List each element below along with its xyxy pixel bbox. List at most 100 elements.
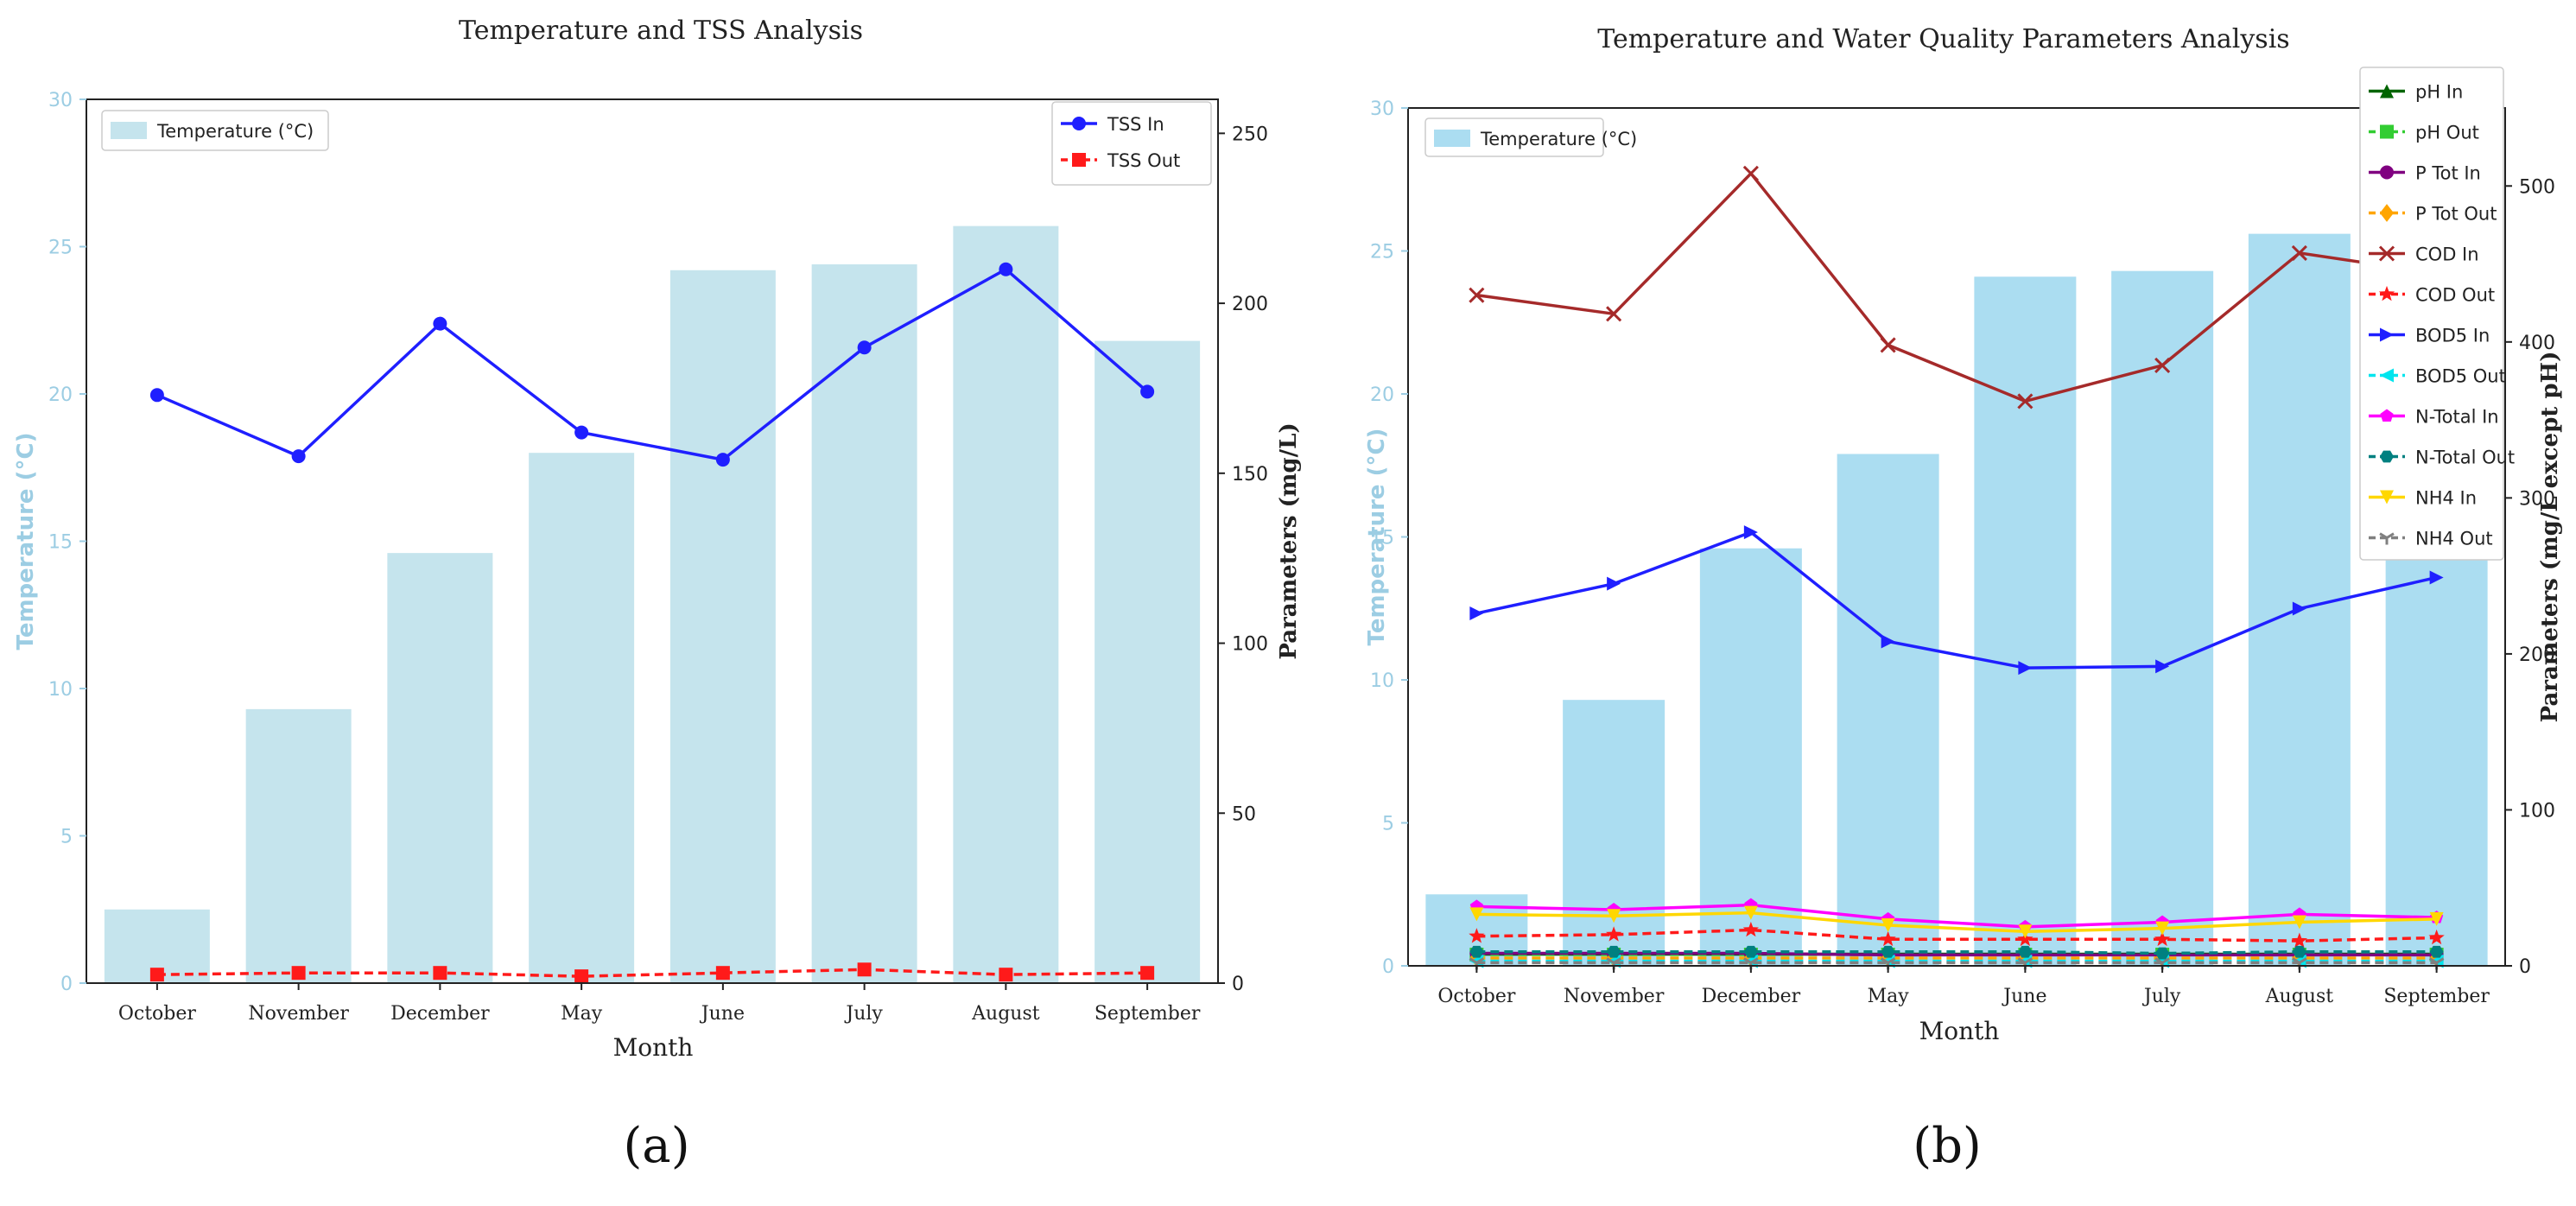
- chart-1-ytick-left-label: 25: [1370, 242, 1394, 263]
- chart-0-line-0: [156, 267, 1149, 461]
- chart-1-ytick-right-label: 100: [2519, 800, 2555, 822]
- chart-0-legend-bar: Temperature (°C): [101, 110, 329, 151]
- chart-0-xtick-label: August: [971, 1003, 1040, 1025]
- chart-1-ytick-right-label: 400: [2519, 333, 2555, 354]
- chart-0-ytick-right-label: 50: [1232, 803, 1256, 825]
- chart-1-ytick-left-label: 0: [1382, 956, 1394, 978]
- chart-1-legend-label-1: pH Out: [2415, 123, 2479, 143]
- chart-0-xtick-label: July: [844, 1003, 883, 1025]
- chart-1-point-10-2: [1743, 905, 1758, 920]
- chart-1: Temperature and Water Quality Parameters…: [1364, 24, 2563, 1174]
- chart-0-ylabel-left: Temperature (°C): [13, 433, 39, 651]
- chart-1-legend-bar-swatch: [1434, 130, 1470, 147]
- chart-0-ytick-right-label: 100: [1232, 634, 1268, 656]
- chart-1-legend-label-2: P Tot In: [2415, 163, 2481, 184]
- chart-1-series-bod5-in: [1469, 525, 2444, 676]
- chart-0-xtick-label: December: [390, 1003, 490, 1025]
- chart-1-series-nh4-in: [1469, 905, 2444, 939]
- chart-1-point-9-6: [2292, 945, 2306, 958]
- chart-1-line-9: [1476, 950, 2437, 955]
- chart-1-bars: [1425, 233, 2488, 967]
- chart-1-title: Temperature and Water Quality Parameters…: [1597, 24, 2289, 54]
- chart-1-point-9-2: [1743, 945, 1758, 958]
- chart-1-legend-marker-3: [2380, 204, 2394, 222]
- chart-0-point-0-6: [999, 262, 1013, 276]
- chart-1-point-5-5: [2154, 930, 2171, 947]
- chart-0-point-0-0: [149, 388, 164, 403]
- chart-1-series-cod-out: [1469, 921, 2445, 948]
- chart-0-point-0-2: [433, 316, 447, 331]
- chart-1-legend-bar-label: Temperature (°C): [1480, 129, 1637, 149]
- chart-1-point-4-6: [2291, 244, 2307, 261]
- chart-1-point-9-4: [2018, 945, 2033, 958]
- chart-0-ytick-left-label: 5: [60, 827, 73, 848]
- chart-1-point-9-7: [2429, 945, 2444, 958]
- chart-0-legend-label-1: TSS Out: [1107, 150, 1180, 171]
- chart-1-xtick-label: July: [2142, 986, 2181, 1007]
- chart-0-legend-lines: TSS In TSS Out: [1051, 101, 1212, 186]
- chart-1-legend-marker-0: [2380, 84, 2394, 98]
- chart-0-ytick-left-label: 0: [60, 974, 73, 995]
- chart-0-point-0-4: [715, 453, 730, 467]
- chart-0-ytick-left-label: 20: [48, 384, 73, 406]
- chart-0-point-1-1: [291, 966, 306, 981]
- chart-0-point-0-5: [857, 340, 872, 355]
- chart-1-bar-may: [1837, 454, 1939, 966]
- chart-1-point-4-5: [2154, 357, 2171, 373]
- chart-0-ytick-right-label: 0: [1232, 974, 1244, 995]
- chart-0-point-1-4: [715, 966, 730, 981]
- chart-1-point-6-4: [2018, 661, 2033, 676]
- chart-1-legend-label-10: NH4 In: [2415, 488, 2477, 509]
- chart-1-point-10-6: [2292, 915, 2306, 930]
- chart-1-legend-label-4: COD In: [2415, 244, 2479, 265]
- chart-1-legend-label-8: N-Total In: [2415, 407, 2499, 428]
- chart-1-legend-marker-10: [2380, 490, 2394, 505]
- chart-0-xtick-label: September: [1094, 1003, 1201, 1025]
- chart-0-legend-label-0: TSS In: [1107, 114, 1164, 135]
- chart-0-point-0-3: [574, 425, 589, 440]
- chart-1-point-5-6: [2291, 932, 2308, 948]
- chart-0-bar-december: [387, 553, 493, 983]
- chart-0-point-1-2: [433, 966, 447, 981]
- chart-1-xtick-label: December: [1702, 986, 1801, 1007]
- chart-1-point-5-2: [1742, 921, 1760, 937]
- chart-0-ytick-left-label: 30: [48, 90, 73, 111]
- chart-1-ylabel-left: Temperature (°C): [1364, 428, 1390, 646]
- chart-0-xtick-label: October: [118, 1003, 197, 1025]
- chart-1-point-9-0: [1469, 945, 1484, 958]
- chart-1-point-4-4: [2017, 393, 2034, 409]
- chart-1-legend-marker-11: [2379, 532, 2395, 545]
- chart-1-legend-label-11: NH4 Out: [2415, 529, 2493, 549]
- chart-1-point-10-7: [2429, 911, 2444, 926]
- chart-1-point-10-1: [1607, 909, 1621, 924]
- chart-1-point-4-2: [1742, 165, 1759, 181]
- chart-1-ytick-right-label: 300: [2519, 488, 2555, 510]
- chart-1-point-9-1: [1607, 945, 1621, 958]
- chart-1-line-8: [1476, 903, 2437, 929]
- chart-0-series-tss-out: [149, 962, 1155, 984]
- chart-1-point-5-1: [1605, 926, 1622, 942]
- chart-1-series-n-total-out: [1469, 945, 2444, 960]
- chart-1-ytick-left-label: 15: [1370, 528, 1394, 549]
- chart-0-point-0-1: [291, 449, 306, 464]
- chart-0-ytick-right-label: 250: [1232, 124, 1268, 145]
- chart-1-bar-december: [1699, 548, 1802, 966]
- chart-0-point-1-6: [999, 968, 1013, 982]
- chart-1-legend-marker-2: [2380, 165, 2394, 180]
- chart-1-legend-marker-9: [2380, 450, 2394, 463]
- chart-1-line-6: [1476, 530, 2438, 670]
- chart-1-line-5: [1476, 928, 2437, 943]
- chart-1-legend-lines-box: [2359, 67, 2504, 561]
- chart-0-ytick-right-label: 150: [1232, 464, 1268, 486]
- chart-0-legend-marker-0: [1072, 117, 1086, 130]
- chart-0-ytick-left-label: 25: [48, 238, 73, 259]
- chart-1-xtick-label: September: [2383, 986, 2490, 1007]
- chart-1-legend-label-3: P Tot Out: [2415, 204, 2497, 225]
- chart-0-legend-marker-1: [1072, 153, 1086, 167]
- chart-1-xlabel: Month: [1919, 1017, 2000, 1045]
- chart-1-series-nh4-out: [1469, 957, 2445, 970]
- chart-1-ytick-left-label: 10: [1370, 670, 1394, 692]
- chart-1-bar-june: [1974, 276, 2077, 966]
- chart-1-ytick-right-label: 200: [2519, 644, 2555, 666]
